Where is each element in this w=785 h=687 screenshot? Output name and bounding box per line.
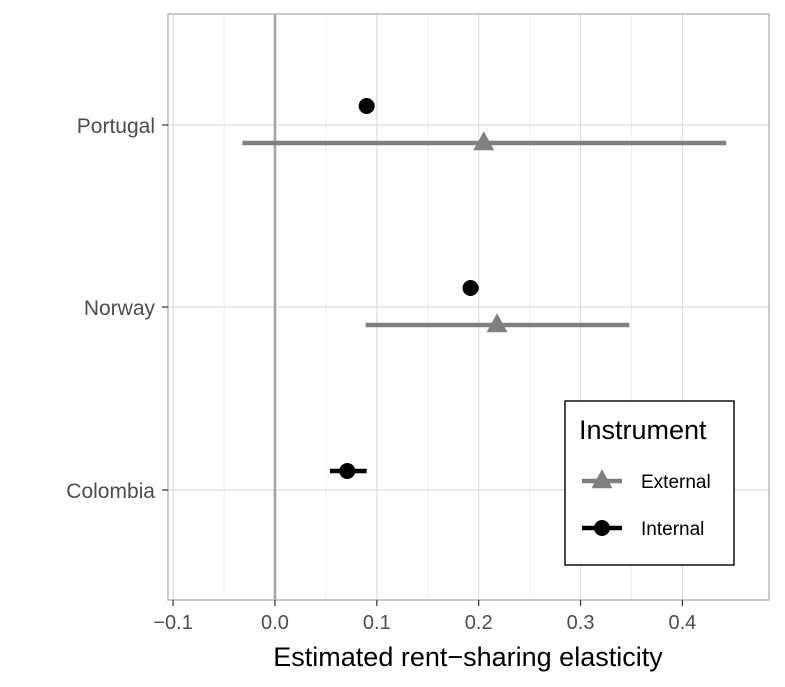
legend-title: Instrument [579, 415, 707, 445]
y-axis: Portugal Norway Colombia [66, 115, 168, 503]
point-internal-colombia [339, 463, 356, 479]
y-tick-label-portugal: Portugal [77, 115, 155, 138]
x-tick-label: −0.1 [153, 612, 192, 634]
y-tick-label-norway: Norway [84, 297, 156, 320]
x-tick-label: 0.2 [465, 612, 493, 634]
point-internal-portugal [358, 98, 375, 114]
legend-item-internal: Internal [582, 519, 704, 540]
point-external-portugal [473, 131, 495, 151]
data-marks [242, 98, 727, 479]
x-tick-label: 0.3 [567, 612, 595, 634]
point-external-norway [486, 313, 508, 333]
legend-label: Internal [641, 519, 704, 540]
x-tick-label: 0.4 [669, 612, 697, 634]
legend-key-triangle-icon [591, 469, 613, 489]
point-internal-norway [462, 280, 479, 296]
x-axis: −0.1 0.0 0.1 0.2 0.3 0.4 [153, 600, 696, 634]
x-tick-label: 0.1 [363, 612, 391, 634]
y-tick-label-colombia: Colombia [66, 480, 155, 503]
x-tick-label: 0.0 [261, 612, 289, 634]
legend-item-external: External [582, 469, 711, 493]
legend-key-circle-icon [594, 520, 610, 536]
legend-label: External [641, 472, 711, 493]
x-axis-title: Estimated rent−sharing elasticity [273, 642, 663, 672]
legend: Instrument External Internal [564, 400, 735, 566]
